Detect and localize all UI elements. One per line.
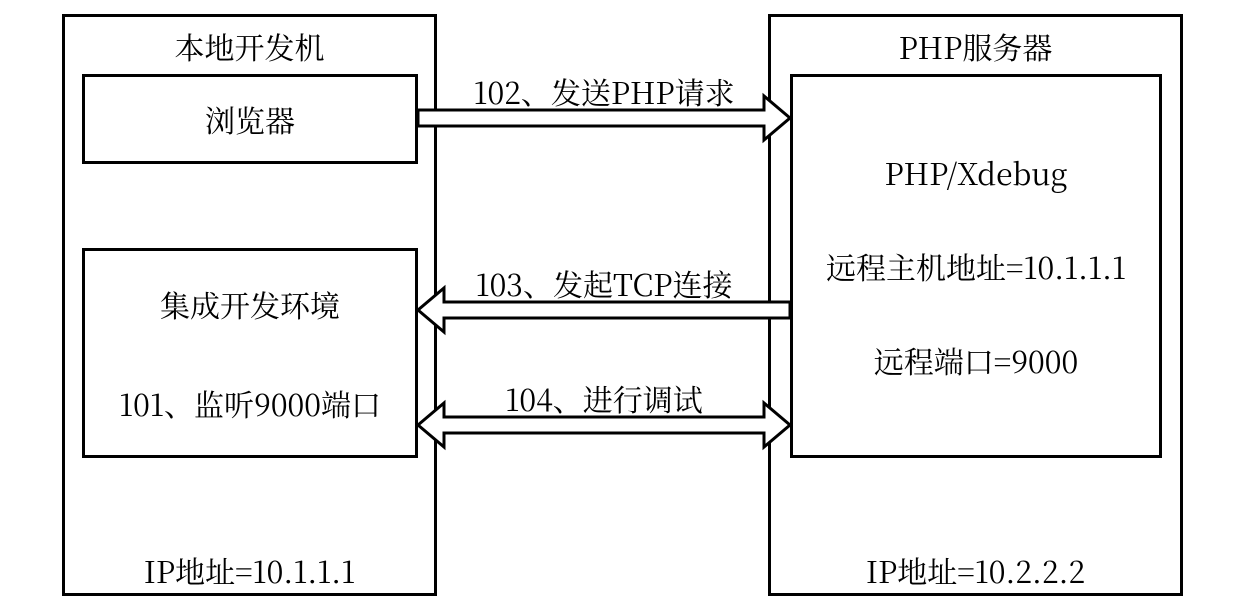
arrow-104-label: 104、进行调试 [418,376,790,420]
local-ip-label: IP地址=10.1.1.1 [62,548,437,592]
ide-line1: 集成开发环境 [160,282,340,326]
local-dev-machine-title: 本地开发机 [62,24,437,68]
ide-box: 集成开发环境 101、监听9000端口 [82,248,418,458]
arrow-103-label: 103、发起TCP连接 [418,261,790,305]
xdebug-line2: 远程主机地址=10.1.1.1 [826,244,1126,288]
browser-box: 浏览器 [82,74,418,164]
server-ip-label: IP地址=10.2.2.2 [768,548,1183,592]
browser-label: 浏览器 [205,97,295,141]
xdebug-line1: PHP/Xdebug [885,150,1068,194]
arrow-102-label: 102、发送PHP请求 [418,69,790,113]
diagram-canvas: 本地开发机 IP地址=10.1.1.1 浏览器 集成开发环境 101、监听900… [0,0,1239,614]
ide-line2: 101、监听9000端口 [119,381,381,425]
xdebug-box: PHP/Xdebug 远程主机地址=10.1.1.1 远程端口=9000 [790,74,1162,458]
xdebug-line3: 远程端口=9000 [874,338,1078,382]
php-server-title: PHP服务器 [768,24,1183,68]
